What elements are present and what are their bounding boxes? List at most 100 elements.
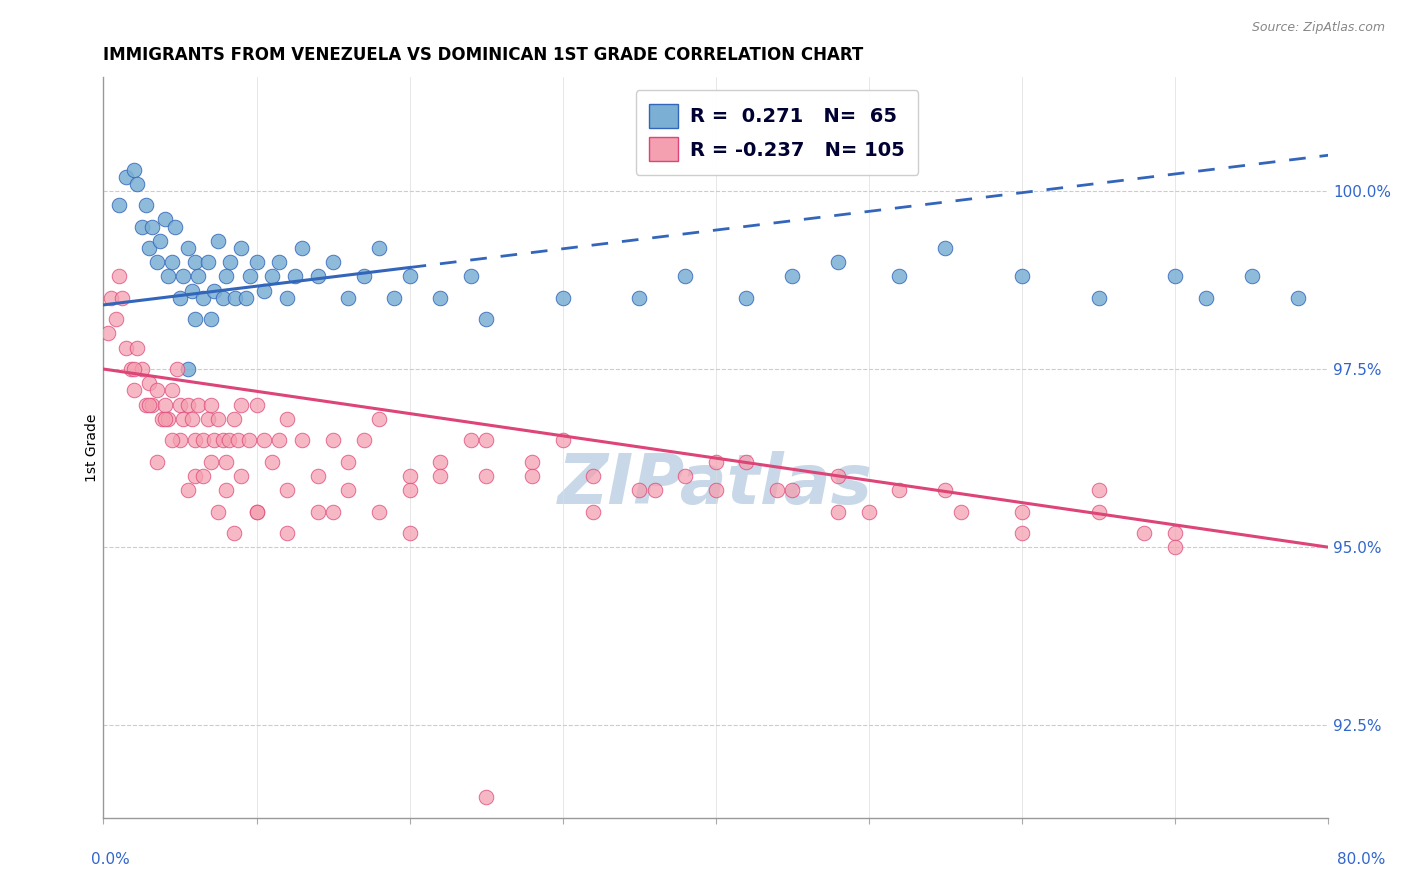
Point [782,483,804,498]
Point [176,241,198,255]
Point [889,269,911,284]
Point [827,469,849,483]
Point [172,412,194,426]
Point [127,341,149,355]
Point [276,483,298,498]
Point [146,255,169,269]
Point [322,255,344,269]
Point [291,241,314,255]
Point [141,219,163,234]
Point [934,241,956,255]
Point [337,455,360,469]
Point [120,362,142,376]
Point [231,241,253,255]
Point [184,469,207,483]
Point [276,291,298,305]
Point [200,455,222,469]
Point [551,434,574,448]
Point [1164,540,1187,554]
Point [207,412,229,426]
Point [176,398,198,412]
Point [889,483,911,498]
Point [226,434,249,448]
Point [122,162,145,177]
Point [827,504,849,518]
Point [735,455,758,469]
Point [673,469,696,483]
Point [253,284,276,298]
Point [322,504,344,518]
Point [122,384,145,398]
Point [184,312,207,326]
Text: Source: ZipAtlas.com: Source: ZipAtlas.com [1251,21,1385,34]
Point [169,398,191,412]
Point [165,219,187,234]
Point [150,412,173,426]
Point [429,291,451,305]
Point [368,241,391,255]
Point [284,269,307,284]
Point [222,412,245,426]
Point [628,291,651,305]
Point [135,198,157,212]
Point [475,789,498,804]
Point [1087,291,1109,305]
Point [162,434,184,448]
Point [146,455,169,469]
Point [200,398,222,412]
Point [162,384,184,398]
Text: IMMIGRANTS FROM VENEZUELA VS DOMINICAN 1ST GRADE CORRELATION CHART: IMMIGRANTS FROM VENEZUELA VS DOMINICAN 1… [104,46,863,64]
Point [138,241,160,255]
Point [135,398,157,412]
Point [245,255,267,269]
Point [153,212,176,227]
Point [1011,525,1033,540]
Point [520,469,543,483]
Point [429,455,451,469]
Point [429,469,451,483]
Point [276,412,298,426]
Point [269,255,291,269]
Point [191,434,214,448]
Text: 0.0%: 0.0% [91,852,131,867]
Point [934,483,956,498]
Point [166,362,188,376]
Point [187,398,209,412]
Point [131,362,153,376]
Point [322,434,344,448]
Point [169,291,191,305]
Point [307,469,329,483]
Point [239,269,262,284]
Point [197,412,219,426]
Point [218,434,240,448]
Point [582,504,605,518]
Point [149,234,172,248]
Point [1195,291,1218,305]
Point [704,455,727,469]
Point [238,434,260,448]
Point [115,169,138,184]
Point [245,398,267,412]
Point [215,455,238,469]
Point [131,219,153,234]
Point [260,269,283,284]
Point [291,434,314,448]
Point [141,398,163,412]
Point [153,398,176,412]
Point [231,469,253,483]
Point [169,434,191,448]
Point [398,269,420,284]
Point [766,483,789,498]
Point [207,504,229,518]
Point [184,434,207,448]
Text: ZIPatlas: ZIPatlas [558,451,873,518]
Point [475,469,498,483]
Point [644,483,666,498]
Point [107,198,129,212]
Point [704,483,727,498]
Point [520,455,543,469]
Legend: R =  0.271   N=  65, R = -0.237   N= 105: R = 0.271 N= 65, R = -0.237 N= 105 [636,90,918,175]
Point [156,412,179,426]
Point [1011,504,1033,518]
Point [235,291,257,305]
